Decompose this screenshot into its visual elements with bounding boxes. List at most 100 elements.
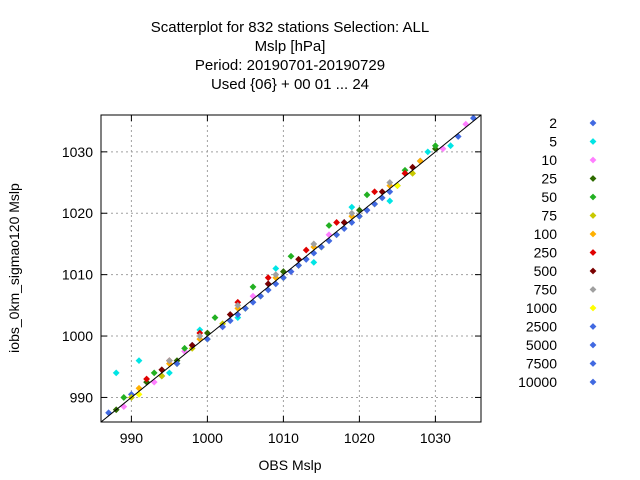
legend-label: 10000: [518, 374, 557, 390]
legend-marker: [589, 323, 597, 330]
data-point: [409, 169, 416, 177]
legend-marker: [589, 286, 597, 293]
data-point: [166, 357, 173, 364]
data-point: [325, 231, 333, 239]
data-point: [249, 292, 257, 300]
title-line-3: Period: 20190701-20190729: [195, 57, 385, 74]
data-point: [166, 369, 173, 377]
data-point: [120, 403, 128, 411]
data-point: [249, 283, 257, 291]
data-point: [401, 169, 409, 177]
y-tick-label: 1030: [62, 144, 93, 160]
legend-marker: [589, 175, 597, 182]
data-point: [325, 237, 333, 245]
legend-label: 500: [534, 263, 558, 279]
data-point: [386, 197, 394, 205]
chart-title: Scatterplot for 832 stations Selection: …: [151, 19, 430, 93]
legend-marker: [589, 156, 597, 164]
x-tick-label: 1020: [344, 430, 375, 446]
data-point: [226, 311, 234, 318]
data-point: [394, 182, 401, 190]
data-point: [249, 298, 257, 306]
data-point: [264, 274, 272, 282]
data-point: [348, 203, 356, 211]
data-point: [211, 314, 219, 322]
data-point: [272, 271, 280, 279]
data-point: [135, 357, 143, 364]
data-point: [150, 378, 158, 386]
data-point: [310, 249, 318, 257]
data-point: [188, 341, 196, 349]
data-point: [340, 219, 348, 226]
data-point: [454, 133, 462, 140]
identity-line: [100, 114, 482, 423]
data-point: [363, 191, 371, 199]
data-point: [143, 375, 150, 383]
data-point: [272, 280, 280, 288]
data-point: [356, 206, 363, 214]
data-point: [386, 179, 394, 186]
x-tick-label: 1000: [192, 430, 223, 446]
data-point: [234, 301, 242, 309]
data-point: [135, 384, 143, 392]
legend-label: 5: [549, 134, 557, 150]
legend-label: 2: [549, 115, 557, 131]
data-point: [325, 222, 333, 229]
legend-label: 2500: [526, 319, 557, 335]
data-point: [333, 219, 340, 226]
data-point: [378, 194, 386, 202]
legend: 2510255075100250500750100025005000750010…: [518, 115, 597, 390]
data-point: [409, 163, 416, 171]
data-point: [196, 332, 204, 340]
data-point: [120, 394, 128, 401]
legend-marker: [589, 119, 597, 127]
data-point: [333, 231, 340, 239]
y-tick-label: 1000: [62, 328, 93, 344]
legend-marker: [589, 360, 597, 367]
grid-lines: [101, 115, 481, 422]
x-tick-label: 1030: [420, 430, 451, 446]
legend-label: 10: [541, 152, 557, 168]
legend-marker: [589, 138, 597, 145]
data-point: [416, 157, 424, 165]
legend-marker: [589, 378, 597, 386]
data-point: [257, 292, 264, 300]
legend-marker: [589, 230, 597, 238]
legend-marker: [589, 193, 597, 201]
data-point: [226, 317, 234, 325]
data-point: [302, 255, 310, 263]
legend-marker: [589, 267, 597, 275]
data-point: [112, 369, 120, 377]
x-tick-label: 1010: [268, 430, 299, 446]
axis-ticks: 990 1000 1010 1020 1030 990 1000 1010 1020 1030: [62, 115, 481, 446]
title-line-2: Mslp [hPa]: [255, 38, 326, 55]
legend-label: 25: [541, 171, 557, 187]
y-tick-label: 1010: [62, 267, 93, 283]
data-point: [204, 329, 211, 337]
legend-marker: [589, 249, 597, 256]
data-point: [158, 372, 166, 380]
data-point: [310, 258, 318, 266]
data-point: [302, 246, 310, 254]
data-point: [272, 265, 280, 272]
legend-label: 75: [541, 208, 557, 224]
data-point: [318, 243, 325, 251]
legend-label: 7500: [526, 356, 557, 372]
data-point: [264, 280, 272, 288]
data-point: [295, 255, 302, 263]
legend-label: 1000: [526, 300, 557, 316]
legend-marker: [589, 212, 597, 219]
legend-label: 5000: [526, 337, 557, 353]
data-point: [287, 252, 295, 260]
legend-marker: [589, 304, 597, 312]
data-point: [371, 200, 378, 208]
y-tick-label: 990: [70, 389, 94, 405]
data-point: [204, 335, 211, 343]
data-point: [470, 114, 477, 122]
data-point: [356, 212, 363, 220]
legend-label: 50: [541, 189, 557, 205]
y-axis-title: iobs_0km_sigmao120 Mslp: [6, 183, 22, 353]
data-point: [348, 219, 356, 226]
data-point: [462, 120, 470, 128]
